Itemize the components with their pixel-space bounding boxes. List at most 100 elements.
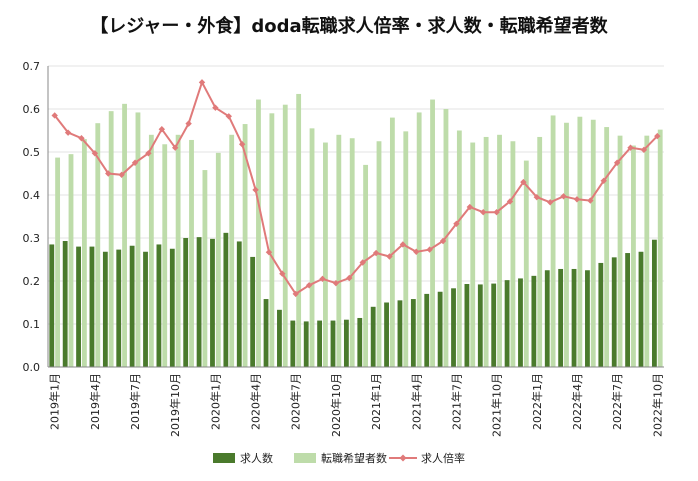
- bar-job-seekers: [590, 119, 596, 367]
- x-tick-label: 2020年1月: [208, 373, 222, 430]
- ratio-point: [413, 248, 420, 255]
- bar-job-seekers: [269, 113, 275, 367]
- ratio-point: [573, 196, 581, 203]
- bar-job-openings: [169, 248, 175, 367]
- ratio-point: [78, 135, 85, 142]
- legend-swatch-ratio-marker: [399, 454, 407, 462]
- bar-job-openings: [303, 321, 309, 367]
- bar-job-seekers: [175, 134, 181, 367]
- bar-job-openings: [223, 232, 229, 367]
- ratio-point: [399, 241, 407, 248]
- bar-job-seekers: [631, 145, 636, 367]
- bar-job-seekers: [349, 138, 355, 367]
- bar-job-openings: [102, 251, 108, 367]
- ratio-point: [627, 144, 634, 151]
- ratio-point: [252, 186, 259, 194]
- axes: [47, 66, 664, 368]
- x-tick-label: 2019年7月: [128, 373, 142, 430]
- ratio-point: [64, 129, 72, 136]
- ratio-point: [131, 159, 139, 166]
- ratio-point: [118, 171, 125, 178]
- ratio-point: [493, 209, 500, 216]
- ratio-point: [265, 248, 273, 256]
- legend: 求人数 転職希望者数 求人倍率: [213, 451, 465, 465]
- y-tick-label: 0.0: [23, 361, 41, 374]
- ratio-point: [332, 279, 340, 287]
- ratio-point: [225, 113, 232, 120]
- bar-job-seekers: [81, 139, 87, 367]
- ratio-point: [305, 282, 313, 289]
- x-tick-label: 2019年1月: [48, 373, 62, 430]
- x-axis-ticks: 2019年1月 2019年4月 2019年7月 2019年10月 2020年1月 2020…: [48, 373, 665, 437]
- x-tick-label: 2021年10月: [490, 373, 504, 437]
- bar-job-seekers: [604, 127, 610, 367]
- bar-job-openings: [638, 251, 644, 367]
- bar-job-seekers: [657, 129, 663, 367]
- x-tick-label: 2020年10月: [329, 373, 343, 437]
- bar-job-openings: [384, 302, 389, 367]
- bar-job-seekers: [389, 117, 395, 367]
- ratio-point: [212, 104, 219, 111]
- bar-job-seekers: [202, 170, 208, 367]
- bar-job-openings: [330, 320, 336, 367]
- bar-job-seekers: [537, 136, 543, 367]
- y-tick-label: 0.5: [23, 146, 41, 159]
- x-tick-label: 2020年4月: [249, 373, 263, 430]
- ratio-point: [426, 246, 433, 253]
- ratio-point: [319, 275, 326, 283]
- ratio-point: [506, 198, 514, 205]
- ratio-point: [238, 141, 246, 148]
- x-tick-label: 2022年1月: [530, 373, 544, 430]
- x-tick-label: 2022年4月: [570, 373, 584, 430]
- bar-job-openings: [89, 246, 95, 367]
- bar-job-openings: [518, 278, 523, 367]
- ratio-point: [292, 290, 299, 298]
- ratio-point: [359, 259, 366, 266]
- bar-job-openings: [598, 262, 604, 367]
- ratio-line: [51, 79, 661, 298]
- bar-job-openings: [76, 246, 81, 367]
- bar-job-openings: [504, 280, 510, 367]
- ratio-point: [91, 150, 99, 157]
- bar-job-seekers: [108, 111, 114, 368]
- ratio-line-path: [53, 79, 659, 296]
- bar-job-seekers: [644, 135, 650, 367]
- bar-job-seekers: [416, 112, 422, 367]
- bar-job-seekers: [148, 134, 154, 367]
- ratio-point: [386, 253, 393, 260]
- bar-job-openings: [451, 288, 456, 367]
- bar-job-openings: [250, 256, 256, 367]
- bar-job-openings: [491, 283, 497, 367]
- bar-job-openings: [183, 238, 189, 367]
- legend-swatch-job-openings: [213, 453, 235, 463]
- bar-job-seekers: [403, 131, 409, 367]
- bar-job-seekers: [135, 112, 141, 367]
- legend-label-ratio: 求人倍率: [421, 451, 465, 465]
- bar-job-openings: [196, 237, 202, 367]
- bar-job-openings: [625, 253, 631, 367]
- bar-job-seekers: [430, 99, 435, 367]
- bar-job-openings: [370, 306, 376, 367]
- x-tick-label: 2021年4月: [409, 373, 423, 430]
- bar-job-openings: [290, 320, 296, 367]
- ratio-point: [587, 197, 594, 204]
- ratio-point: [439, 237, 447, 245]
- bar-job-openings: [544, 270, 550, 367]
- y-tick-label: 0.3: [23, 232, 41, 245]
- x-tick-label: 2021年1月: [369, 373, 383, 430]
- bar-job-seekers: [510, 141, 516, 367]
- ratio-point: [185, 120, 192, 127]
- legend-label-job-seekers: 転職希望者数: [321, 451, 387, 465]
- legend-label-job-openings: 求人数: [240, 452, 273, 465]
- bar-job-openings: [397, 300, 403, 367]
- bar-job-openings: [558, 268, 564, 367]
- bar-job-seekers: [363, 164, 369, 367]
- ratio-point: [654, 132, 661, 140]
- bar-job-seekers: [523, 160, 529, 367]
- x-tick-label: 2021年7月: [449, 373, 463, 430]
- ratio-point: [640, 146, 648, 154]
- bar-job-seekers: [497, 134, 502, 367]
- ratio-point: [279, 270, 286, 277]
- y-tick-label: 0.2: [23, 275, 41, 288]
